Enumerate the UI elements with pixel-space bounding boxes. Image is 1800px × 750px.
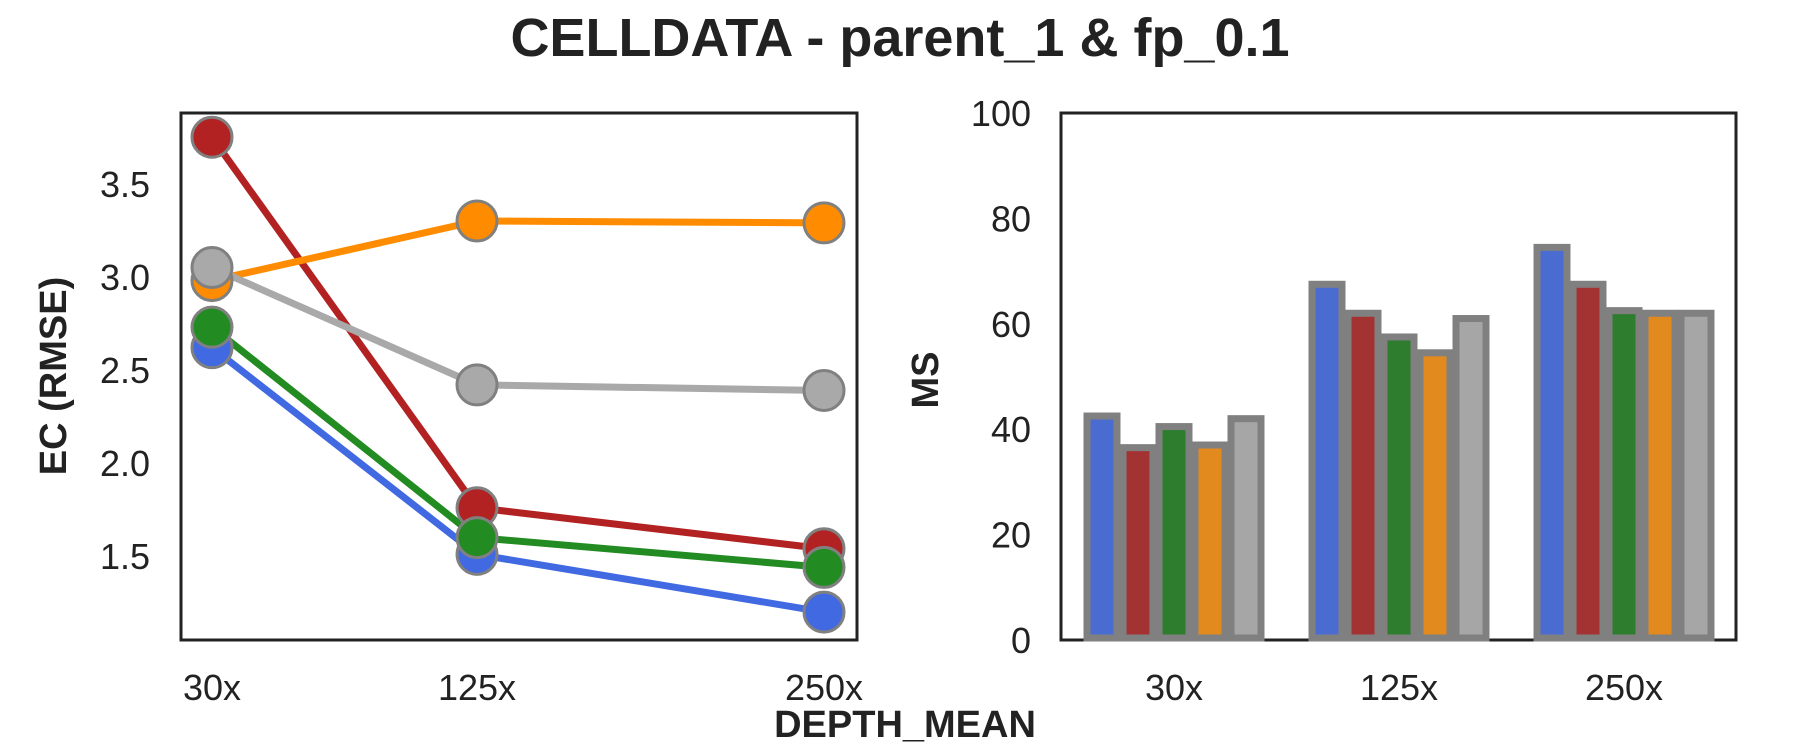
series-point — [190, 305, 234, 349]
left-y-tick-label: 3.0 — [100, 257, 150, 298]
ms-bar-chart: MS 0 20 40 60 80 100 30x 125x 250x — [905, 93, 1738, 708]
series-point — [455, 199, 499, 243]
series-point — [802, 545, 846, 589]
series-point — [802, 368, 846, 412]
bar — [1569, 280, 1607, 642]
right-y-tick-label: 80 — [991, 198, 1031, 239]
bar — [1533, 243, 1571, 642]
series-line — [209, 324, 825, 571]
bar — [1083, 412, 1121, 642]
left-x-tick-label: 125x — [438, 667, 516, 708]
bar — [1605, 307, 1643, 642]
left-y-axis-label: EC (RMSE) — [33, 277, 75, 475]
series-line — [209, 135, 825, 553]
series-point — [802, 201, 846, 245]
bar — [1227, 415, 1265, 642]
series-line — [211, 217, 825, 285]
left-x-tick-label: 30x — [183, 667, 241, 708]
left-y-tick-label: 2.0 — [100, 443, 150, 484]
bar — [1641, 309, 1679, 642]
right-x-tick-label: 30x — [1145, 667, 1203, 708]
right-y-tick-label: 60 — [991, 304, 1031, 345]
series-point — [455, 516, 499, 560]
left-y-tick-label: 3.5 — [100, 164, 150, 205]
right-y-tick-label: 40 — [991, 409, 1031, 450]
bar — [1380, 333, 1418, 642]
bar — [1452, 315, 1490, 642]
bar — [1155, 423, 1193, 642]
right-x-tick-label: 250x — [1585, 667, 1663, 708]
left-plot-marks: 1.5 2.0 2.5 3.0 3.5 30x 125x 250x — [100, 115, 863, 708]
series-line — [210, 264, 825, 394]
right-y-axis-label: MS — [905, 352, 947, 409]
right-y-tick-label: 100 — [971, 93, 1031, 134]
shared-x-axis-label: DEPTH_MEAN — [774, 704, 1036, 746]
left-y-tick-label: 2.5 — [100, 350, 150, 391]
bar — [1677, 309, 1715, 642]
left-plot-frame — [179, 111, 859, 642]
bar — [1416, 349, 1454, 642]
bar — [1119, 444, 1157, 642]
series-point — [802, 590, 846, 634]
series-point — [455, 363, 499, 407]
series-point — [190, 115, 234, 159]
figure-title: CELLDATA - parent_1 & fp_0.1 — [510, 8, 1289, 68]
left-y-tick-label: 1.5 — [100, 536, 150, 577]
right-x-tick-label: 125x — [1360, 667, 1438, 708]
series-point — [190, 246, 234, 290]
left-x-tick-label: 250x — [785, 667, 863, 708]
bar — [1344, 309, 1382, 642]
ec-rmse-line-chart: EC (RMSE) 1.5 2.0 2.5 3.0 3.5 30x 125x 250x — [33, 111, 863, 708]
bar — [1191, 441, 1229, 642]
right-plot-marks: 0 20 40 60 80 100 30x 125x 250x — [971, 93, 1715, 708]
right-y-tick-label: 0 — [1011, 620, 1031, 661]
right-y-tick-label: 20 — [991, 515, 1031, 556]
bar — [1308, 280, 1346, 642]
